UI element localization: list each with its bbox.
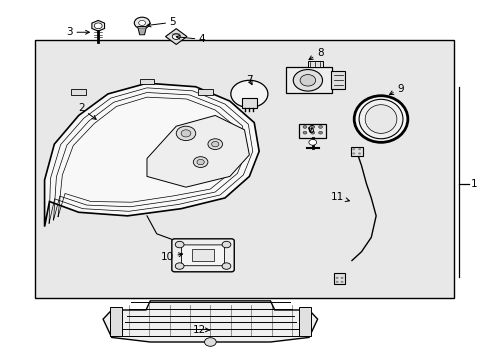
- Polygon shape: [103, 301, 317, 342]
- Bar: [285, 67, 331, 93]
- FancyBboxPatch shape: [192, 249, 213, 261]
- Bar: [333, 273, 345, 284]
- Polygon shape: [147, 116, 249, 187]
- Circle shape: [340, 277, 343, 279]
- Polygon shape: [44, 83, 259, 226]
- Circle shape: [193, 157, 207, 167]
- Bar: [242, 98, 256, 108]
- Bar: [307, 61, 322, 67]
- Circle shape: [230, 80, 267, 108]
- Circle shape: [357, 148, 360, 150]
- Circle shape: [335, 281, 338, 283]
- Circle shape: [303, 126, 306, 129]
- Circle shape: [175, 263, 183, 269]
- Bar: [198, 89, 212, 95]
- Circle shape: [335, 277, 338, 279]
- Text: 4: 4: [176, 35, 205, 44]
- Text: 6: 6: [306, 125, 313, 135]
- Circle shape: [175, 241, 183, 248]
- Circle shape: [207, 139, 222, 149]
- Bar: [140, 78, 154, 84]
- Circle shape: [293, 69, 322, 91]
- Text: 11: 11: [330, 192, 349, 202]
- Circle shape: [300, 75, 315, 86]
- Circle shape: [303, 131, 306, 134]
- Text: 1: 1: [470, 179, 477, 189]
- Text: 12: 12: [193, 325, 209, 335]
- Text: 10: 10: [161, 252, 182, 262]
- Circle shape: [310, 126, 314, 129]
- Bar: [350, 147, 362, 156]
- Circle shape: [211, 141, 219, 147]
- Circle shape: [340, 281, 343, 283]
- Bar: [71, 89, 86, 95]
- Circle shape: [204, 338, 216, 346]
- Circle shape: [357, 152, 360, 154]
- Circle shape: [197, 159, 204, 165]
- Bar: [330, 71, 344, 89]
- Circle shape: [318, 126, 322, 129]
- Circle shape: [318, 131, 322, 134]
- Polygon shape: [165, 29, 186, 44]
- Text: 2: 2: [78, 103, 96, 120]
- Circle shape: [172, 34, 180, 40]
- Circle shape: [308, 139, 316, 145]
- Bar: [35, 40, 453, 298]
- Text: 8: 8: [308, 48, 323, 60]
- Text: 9: 9: [389, 84, 403, 95]
- Circle shape: [181, 130, 190, 137]
- Ellipse shape: [353, 96, 407, 142]
- Circle shape: [222, 263, 230, 269]
- Circle shape: [351, 152, 354, 154]
- Circle shape: [222, 241, 230, 248]
- Circle shape: [94, 23, 102, 29]
- Circle shape: [134, 17, 150, 29]
- Text: 7: 7: [245, 75, 252, 85]
- Circle shape: [176, 126, 195, 140]
- Text: 3: 3: [66, 27, 89, 37]
- Bar: [110, 307, 122, 336]
- Circle shape: [351, 148, 354, 150]
- Circle shape: [139, 21, 145, 26]
- FancyBboxPatch shape: [181, 245, 224, 266]
- Bar: [299, 124, 326, 138]
- FancyBboxPatch shape: [171, 239, 234, 272]
- Bar: [298, 307, 310, 336]
- Polygon shape: [92, 21, 104, 31]
- Ellipse shape: [358, 99, 402, 139]
- Ellipse shape: [365, 105, 396, 134]
- Text: 5: 5: [147, 17, 176, 27]
- Circle shape: [310, 131, 314, 134]
- Polygon shape: [138, 27, 146, 35]
